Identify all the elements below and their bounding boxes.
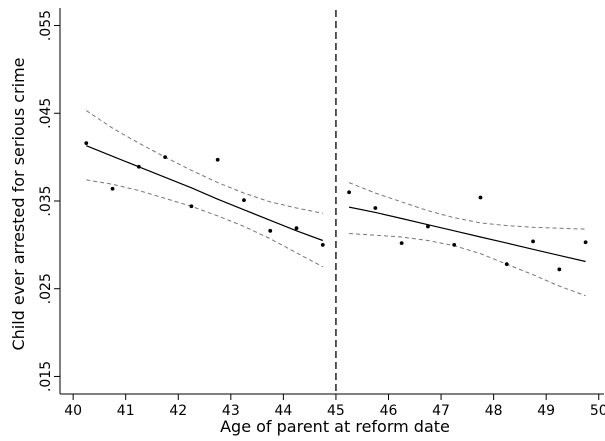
- fit-line-right: [348, 206, 586, 263]
- x-tick-label: 40: [64, 403, 82, 419]
- bin-point: [163, 155, 168, 160]
- ci-upper-left: [86, 110, 323, 214]
- y-axis-label: Child ever arrested for serious crime: [9, 57, 28, 350]
- bin-point: [294, 226, 299, 231]
- y-axis-ticks: .015 .025 .035 .045 .055: [38, 10, 60, 392]
- x-axis-label: Age of parent at reform date: [220, 417, 450, 436]
- bin-point: [452, 242, 457, 247]
- plot-area: [84, 10, 588, 394]
- bin-point: [347, 190, 351, 195]
- y-tick-label: .045: [38, 98, 54, 129]
- x-tick-label: 41: [117, 403, 135, 419]
- bin-point: [84, 141, 89, 146]
- x-tick-label: 42: [169, 403, 187, 419]
- bin-point: [242, 198, 246, 203]
- x-tick-label: 47: [432, 403, 450, 419]
- x-tick-label: 45: [327, 403, 345, 419]
- ci-upper-right: [348, 182, 586, 230]
- ci-lower-left: [86, 179, 324, 268]
- x-tick-label: 49: [537, 403, 555, 419]
- x-tick-label: 44: [274, 403, 292, 419]
- bin-point: [478, 195, 483, 200]
- bin-point: [136, 164, 141, 169]
- y-tick-label: .015: [38, 361, 54, 392]
- x-tick-label: 46: [380, 403, 398, 419]
- x-tick-label: 50: [590, 403, 605, 419]
- bin-point: [399, 241, 404, 246]
- x-tick-label: 43: [222, 403, 240, 419]
- bin-point: [268, 228, 273, 233]
- bin-point: [557, 267, 562, 272]
- bin-point: [373, 206, 378, 210]
- x-tick-label: 48: [485, 403, 503, 419]
- bin-point: [426, 224, 430, 229]
- bin-point: [504, 262, 509, 267]
- bin-point: [215, 157, 220, 162]
- bin-point: [531, 239, 535, 244]
- ci-lower-right: [349, 233, 586, 297]
- y-tick-label: .025: [38, 273, 54, 304]
- y-tick-label: .055: [38, 10, 54, 41]
- bin-point: [583, 240, 588, 245]
- bin-point: [110, 186, 115, 191]
- y-tick-label: .035: [38, 185, 54, 216]
- x-axis-ticks: 40 41 42 43 44 45 46 47 48 49 50: [64, 394, 605, 419]
- fit-line-left: [86, 145, 324, 242]
- bin-point: [320, 242, 325, 247]
- bin-point: [189, 204, 194, 209]
